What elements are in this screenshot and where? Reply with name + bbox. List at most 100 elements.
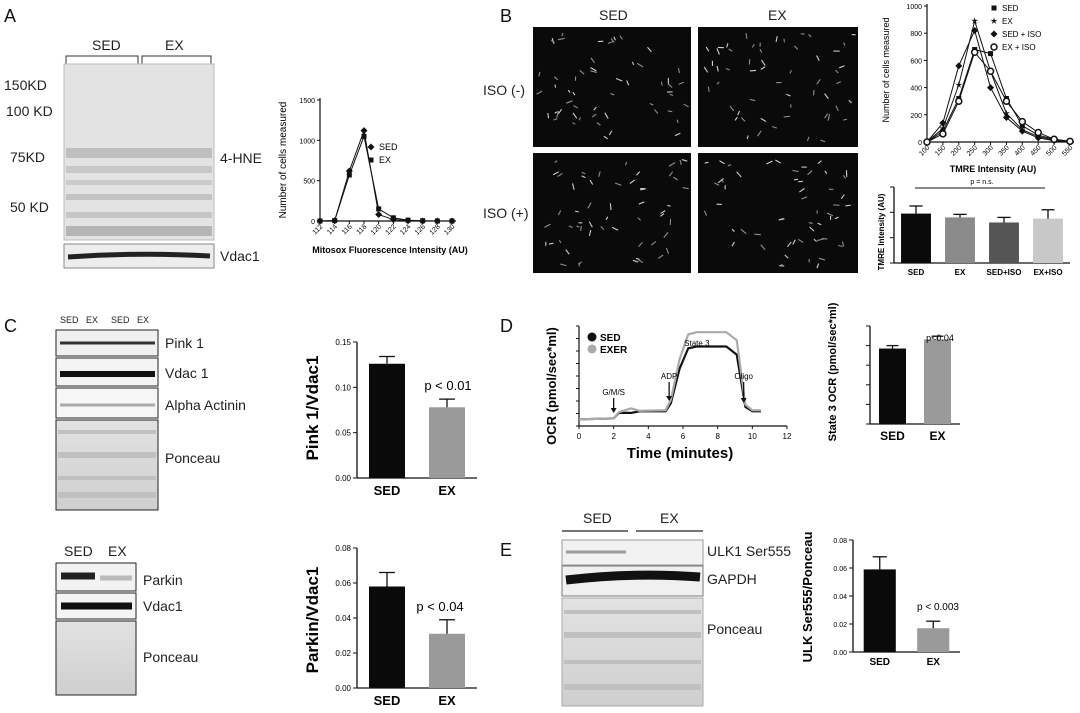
panel-c-letter: C xyxy=(4,316,17,336)
cell-speck xyxy=(838,244,844,248)
cell-speck xyxy=(807,170,813,176)
cell-speck xyxy=(544,223,551,228)
data-point xyxy=(360,127,368,135)
data-point xyxy=(332,218,338,224)
cell-speck xyxy=(817,160,822,165)
cell-speck xyxy=(667,83,673,88)
x-tick-label: 250 xyxy=(966,144,979,157)
cell-speck xyxy=(538,71,541,77)
c-lane-2: EX xyxy=(86,315,98,325)
cell-speck xyxy=(607,40,614,44)
cell-speck xyxy=(843,118,848,121)
cell-speck xyxy=(550,39,555,44)
cell-speck xyxy=(557,210,562,216)
legend-marker xyxy=(368,157,374,163)
legend-label: SED xyxy=(600,333,621,344)
annotation-p-value: p < 0.04 xyxy=(416,599,463,614)
data-point xyxy=(1002,97,1011,105)
cell-speck xyxy=(568,225,573,229)
label-ponceau-e: Ponceau xyxy=(707,621,762,637)
cell-speck xyxy=(719,160,725,165)
cell-speck xyxy=(716,48,720,55)
y-tick-label: 0.15 xyxy=(335,338,351,347)
data-point xyxy=(420,218,426,224)
x-tick-label: 120 xyxy=(370,223,383,236)
event-label: Oligo xyxy=(734,372,753,381)
cell-speck xyxy=(608,130,613,136)
blot-e-group-ex: EX xyxy=(660,510,679,526)
cell-speck xyxy=(824,93,829,99)
y-tick-label: 500 xyxy=(303,179,315,186)
data-point xyxy=(375,211,383,219)
data-point xyxy=(939,130,947,138)
cell-speck xyxy=(673,176,678,181)
x-tick-label: 450 xyxy=(1029,144,1042,157)
bar xyxy=(924,339,951,424)
data-point xyxy=(986,67,995,76)
bar xyxy=(901,213,931,263)
panel-b: B SED EX ISO (-) ISO (+) 0 200 400 600 800 10… xyxy=(483,4,1074,277)
cell-speck xyxy=(557,172,563,177)
x-tick-label: 12 xyxy=(783,432,792,441)
cell-speck xyxy=(816,263,820,269)
series-line xyxy=(926,19,1071,143)
x-tick-label: 118 xyxy=(356,223,369,236)
x-tick-label: 2 xyxy=(611,432,616,441)
cell-speck xyxy=(566,100,573,104)
event-label: G/M/S xyxy=(602,388,625,397)
data-point xyxy=(1066,137,1074,146)
data-point xyxy=(1018,127,1026,135)
legend-marker xyxy=(587,332,597,342)
marker-75kd: 75KD xyxy=(10,149,45,165)
cell-speck xyxy=(581,171,586,175)
data-point xyxy=(405,217,411,223)
data-point xyxy=(955,81,963,88)
legend-label: SED + ISO xyxy=(1002,30,1041,39)
panel-d-letter: D xyxy=(500,316,513,336)
cell-speck xyxy=(775,36,778,42)
trace-line xyxy=(578,331,761,421)
cell-speck xyxy=(745,32,748,39)
chart-parkin: 0.00 0.02 0.04 0.06 0.08 SED EX Parkin/Vdac1 p <… xyxy=(303,544,477,708)
x-tick-label: 0 xyxy=(577,432,582,441)
chart-ocr-trace: 0 2 4 6 8 10 12 Time (minutes) OCR (pmol/sec*ml)… xyxy=(544,325,792,462)
cell-speck xyxy=(609,203,612,211)
data-point xyxy=(1050,135,1058,144)
micrograph-sed-iso-plus xyxy=(533,153,691,273)
x-tick-label: 500 xyxy=(1045,144,1058,157)
data-point xyxy=(390,215,396,221)
data-point xyxy=(970,48,979,56)
blot-a-group-ex: EX xyxy=(165,37,184,53)
cell-speck xyxy=(677,67,680,74)
data-point xyxy=(1002,109,1010,117)
cell-speck xyxy=(816,55,820,61)
cell-speck xyxy=(734,116,738,121)
category-label: EX xyxy=(955,268,966,277)
cell-speck xyxy=(625,161,628,166)
cell-speck xyxy=(728,48,733,52)
panel-c: C SED EX SED EX Pink 1 Vdac 1 Alpha Acti… xyxy=(4,315,477,708)
cell-speck xyxy=(649,103,654,106)
cell-speck xyxy=(667,204,671,207)
cell-speck xyxy=(746,135,749,140)
x-tick-label: 126 xyxy=(414,223,427,236)
cell-speck xyxy=(683,103,689,108)
bar xyxy=(369,586,405,688)
blot-a-vdac1-band xyxy=(67,251,211,260)
cell-speck xyxy=(580,225,582,231)
blot-alpha-actinin xyxy=(55,387,159,419)
cell-speck xyxy=(605,216,609,221)
y-tick-label: 0 xyxy=(918,140,922,147)
cell-speck xyxy=(581,175,586,179)
cell-speck xyxy=(596,122,601,126)
cell-speck xyxy=(554,160,558,163)
y-axis-title: ULK Ser555/Ponceau xyxy=(800,532,815,663)
data-point xyxy=(1034,128,1042,137)
data-point xyxy=(955,97,963,105)
cell-speck xyxy=(676,119,679,124)
cell-speck xyxy=(705,46,710,52)
cell-speck xyxy=(556,111,560,118)
